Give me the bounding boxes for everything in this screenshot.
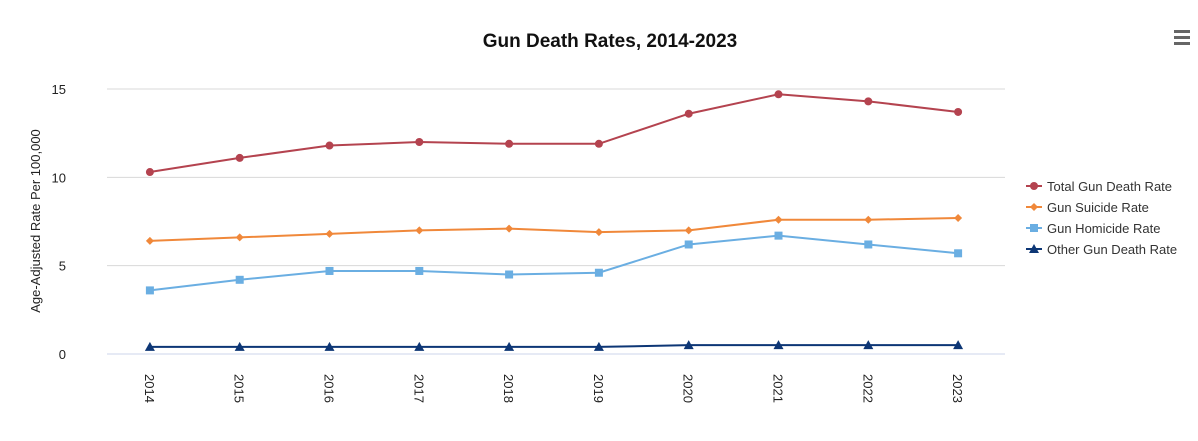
data-point — [954, 107, 963, 116]
data-point — [774, 215, 783, 224]
legend-marker — [1030, 224, 1038, 232]
data-point — [593, 341, 604, 351]
data-point — [145, 168, 154, 177]
data-point — [415, 266, 424, 275]
legend-item[interactable]: Gun Suicide Rate — [1026, 200, 1149, 215]
chart-menu-button[interactable] — [1174, 30, 1190, 48]
data-point — [505, 270, 514, 279]
data-point — [145, 236, 154, 245]
data-point — [144, 341, 155, 351]
data-point — [683, 340, 694, 350]
y-tick-label: 5 — [59, 259, 66, 274]
x-tick-label: 2023 — [950, 374, 965, 403]
data-point — [235, 275, 244, 284]
data-point — [505, 139, 514, 148]
x-tick-label: 2017 — [411, 374, 426, 403]
legend-item[interactable]: Other Gun Death Rate — [1026, 242, 1177, 257]
legend-marker — [1030, 182, 1038, 190]
x-tick-label: 2016 — [322, 374, 337, 403]
data-point — [864, 215, 873, 224]
legend-marker — [1030, 203, 1038, 211]
series-line — [149, 216, 959, 242]
data-point — [953, 340, 964, 350]
data-point — [684, 109, 693, 118]
data-point — [594, 228, 603, 237]
x-tick-label: 2019 — [591, 374, 606, 403]
chart-title: Gun Death Rates, 2014-2023 — [483, 31, 738, 52]
series-gun-suicide-rate — [145, 213, 963, 245]
data-point — [145, 286, 154, 295]
legend-label: Gun Suicide Rate — [1047, 200, 1149, 215]
x-tick-label: 2014 — [142, 374, 157, 403]
data-point — [234, 341, 245, 351]
legend-item[interactable]: Total Gun Death Rate — [1026, 179, 1172, 194]
data-point — [415, 226, 424, 235]
series-total-gun-death-rate — [145, 90, 963, 177]
data-point — [954, 213, 963, 222]
series-line — [149, 234, 959, 292]
data-point — [774, 90, 783, 99]
series-gun-homicide-rate — [145, 231, 963, 295]
data-point — [684, 240, 693, 249]
x-tick-label: 2018 — [501, 374, 516, 403]
x-tick-label: 2020 — [681, 374, 696, 403]
data-point — [594, 139, 603, 148]
legend-marker — [1029, 244, 1039, 253]
series-line — [149, 344, 959, 348]
y-tick-label: 0 — [59, 347, 66, 362]
y-axis-label: Age-Adjusted Rate Per 100,000 — [28, 129, 43, 313]
legend-label: Total Gun Death Rate — [1047, 179, 1172, 194]
x-tick-label: 2022 — [860, 374, 875, 403]
series-other-gun-death-rate — [144, 340, 964, 351]
legend-label: Gun Homicide Rate — [1047, 221, 1160, 236]
series-line — [149, 93, 959, 174]
data-point — [325, 141, 334, 150]
data-point — [504, 341, 515, 351]
x-tick-label: 2021 — [771, 374, 786, 403]
data-point — [325, 229, 334, 238]
data-point — [415, 138, 424, 146]
data-point — [773, 340, 784, 350]
data-point — [863, 340, 874, 350]
data-point — [594, 268, 603, 277]
x-tick-label: 2015 — [232, 374, 247, 403]
data-point — [235, 153, 244, 162]
data-point — [235, 233, 244, 242]
data-point — [684, 226, 693, 235]
data-point — [864, 97, 873, 106]
legend-label: Other Gun Death Rate — [1047, 242, 1177, 257]
data-point — [505, 224, 514, 233]
y-tick-label: 10 — [52, 170, 66, 185]
data-point — [954, 249, 963, 258]
data-point — [325, 266, 334, 275]
data-point — [414, 341, 425, 351]
data-point — [864, 240, 873, 249]
data-point — [324, 341, 335, 351]
legend-item[interactable]: Gun Homicide Rate — [1026, 221, 1160, 236]
y-tick-label: 15 — [52, 82, 66, 97]
data-point — [774, 231, 783, 240]
